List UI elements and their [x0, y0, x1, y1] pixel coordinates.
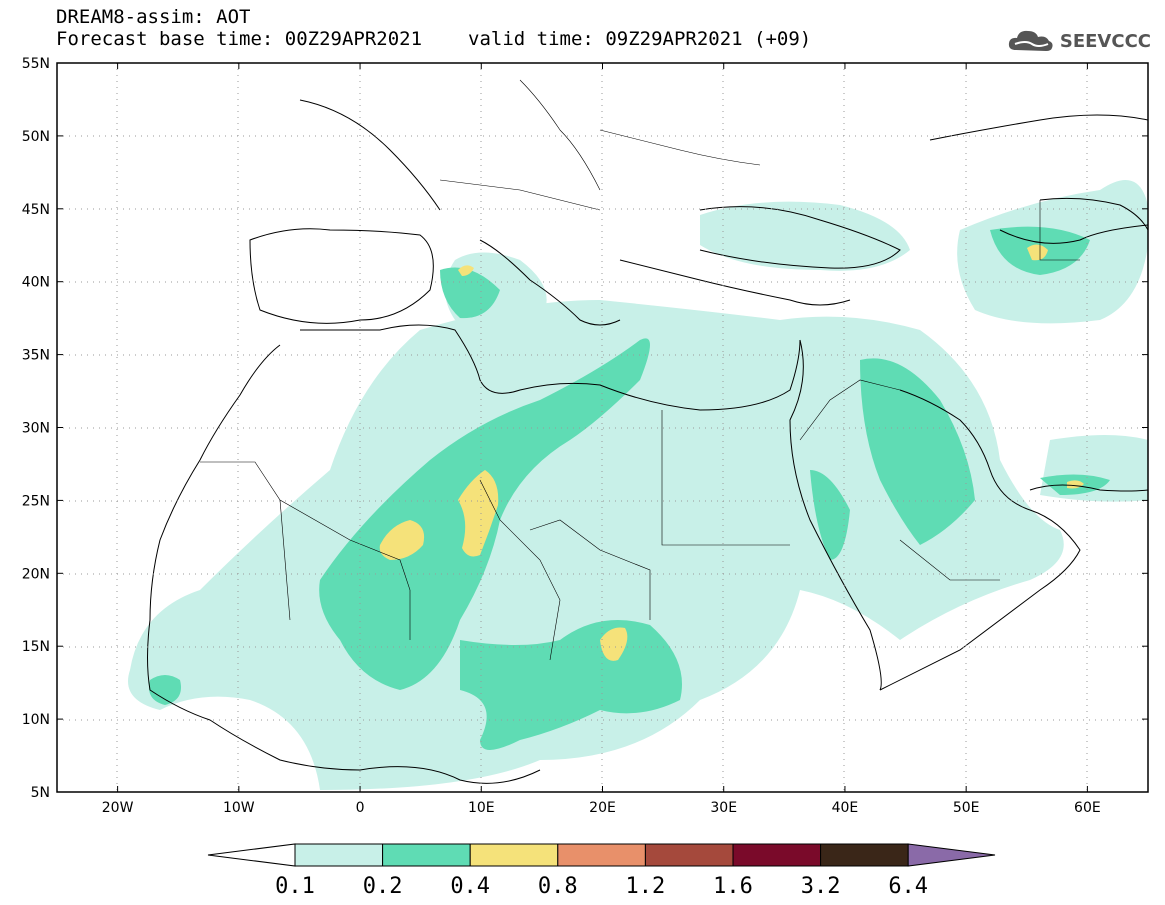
lat-tick-label: 40N — [22, 275, 50, 291]
axis-tick-marks — [57, 62, 1148, 793]
lon-tick-label: 40E — [832, 800, 859, 816]
lon-tick-label: 30E — [710, 800, 737, 816]
colorbar-high-arrow — [907, 843, 996, 867]
colorbar-level-label: 6.4 — [888, 874, 928, 899]
colorbar-swatch — [382, 843, 471, 867]
forecast-times: Forecast base time: 00Z29APR2021 valid ti… — [56, 28, 811, 50]
colorbar-swatch — [557, 843, 646, 867]
lat-tick-label: 50N — [22, 129, 50, 145]
aot-high-field — [379, 244, 1084, 661]
colorbar-swatch — [294, 843, 384, 867]
colorbar-level-label: 0.2 — [363, 874, 403, 899]
lon-tick-label: 10W — [223, 800, 255, 816]
lat-tick-label: 35N — [22, 348, 50, 364]
country-borders — [200, 79, 1080, 661]
lon-tick-label: 20W — [102, 800, 134, 816]
colorbar-level-label: 1.2 — [626, 874, 666, 899]
latitude-labels: 55N 50N 45N 40N 35N 30N 25N 20N 15N 10N 5N — [22, 56, 50, 801]
colorbar-level-label: 0.4 — [450, 874, 490, 899]
logo-text: SEEVCCC — [1059, 30, 1151, 52]
lon-tick-label: 60E — [1074, 800, 1101, 816]
colorbar-swatch — [644, 843, 734, 867]
colorbar-level-label: 1.6 — [713, 874, 753, 899]
lon-tick-label: 10E — [468, 800, 495, 816]
lat-tick-label: 25N — [22, 493, 50, 509]
coastlines — [147, 99, 1148, 784]
colorbar — [207, 843, 996, 867]
lat-tick-label: 5N — [31, 785, 50, 801]
colorbar-level-label: 0.8 — [538, 874, 578, 899]
colorbar-swatch — [820, 843, 909, 867]
lat-tick-label: 15N — [22, 639, 50, 655]
lon-tick-label: 0 — [356, 800, 365, 816]
seevccc-logo: SEEVCCC — [1006, 26, 1151, 56]
colorbar-level-label: 3.2 — [801, 874, 841, 899]
map-title: DREAM8-assim: AOT — [56, 6, 251, 28]
lon-tick-label: 20E — [589, 800, 616, 816]
aot-field — [128, 180, 1148, 790]
colorbar-low-arrow — [207, 843, 296, 867]
colorbar-labels: 0.1 0.2 0.4 0.8 1.2 1.6 3.2 6.4 — [275, 874, 928, 899]
lat-tick-label: 10N — [22, 712, 50, 728]
colorbar-swatch — [732, 843, 822, 867]
lat-tick-label: 30N — [22, 421, 50, 437]
valid-time: valid time: 09Z29APR2021 (+09) — [468, 28, 812, 50]
colorbar-swatch — [469, 843, 559, 867]
base-time: Forecast base time: 00Z29APR2021 — [56, 28, 423, 50]
lon-tick-label: 50E — [953, 800, 980, 816]
lat-tick-label: 20N — [22, 566, 50, 582]
cloud-icon — [1008, 30, 1053, 51]
lat-tick-label: 45N — [22, 202, 50, 218]
lat-tick-label: 55N — [22, 56, 50, 72]
colorbar-level-label: 0.1 — [275, 874, 315, 899]
longitude-labels: 20W 10W 0 10E 20E 30E 40E 50E 60E — [102, 800, 1101, 816]
